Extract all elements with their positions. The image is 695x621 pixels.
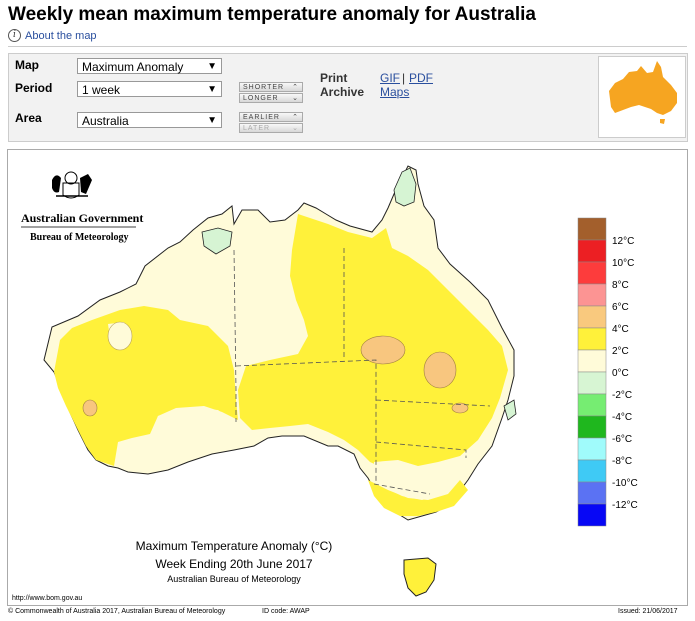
link-separator: | bbox=[402, 71, 406, 85]
shorter-button[interactable]: SHORTER ⌃ bbox=[239, 82, 303, 92]
area-label: Area bbox=[15, 111, 42, 125]
legend-label: 8°C bbox=[612, 280, 629, 291]
legend-label: -4°C bbox=[612, 412, 632, 423]
later-button[interactable]: LATER ⌄ bbox=[239, 123, 303, 133]
legend-label: 10°C bbox=[612, 258, 634, 269]
caption-line-1: Maximum Temperature Anomaly (°C) bbox=[136, 539, 333, 553]
legend-label: 6°C bbox=[612, 302, 629, 313]
longer-label: LONGER bbox=[243, 95, 279, 102]
cream-central-south bbox=[150, 408, 242, 454]
issued-date: Issued: 21/06/2017 bbox=[618, 608, 678, 615]
print-label: Print bbox=[320, 71, 348, 85]
about-map-link[interactable]: i About the map bbox=[8, 29, 97, 42]
cream-southeast bbox=[374, 460, 454, 500]
copyright-text: © Commonwealth of Australia 2017, Austra… bbox=[8, 608, 226, 615]
legend-swatch bbox=[577, 503, 607, 527]
orange-qld-east bbox=[423, 351, 457, 389]
legend-label: -12°C bbox=[612, 500, 638, 511]
australia-thumbnail[interactable] bbox=[598, 56, 686, 138]
dropdown-arrow-icon: ▼ bbox=[207, 84, 217, 95]
dropdown-arrow-icon: ▼ bbox=[207, 61, 217, 72]
earlier-button[interactable]: EARLIER ⌃ bbox=[239, 112, 303, 122]
dropdown-arrow-icon: ▼ bbox=[207, 115, 217, 126]
archive-label: Archive bbox=[320, 85, 365, 99]
chevron-down-icon: ⌄ bbox=[292, 95, 299, 102]
divider bbox=[8, 46, 687, 47]
legend-swatch bbox=[577, 437, 607, 461]
pdf-link[interactable]: PDF bbox=[409, 71, 433, 85]
gif-link[interactable]: GIF bbox=[380, 71, 400, 85]
orange-wa-spot bbox=[82, 399, 98, 417]
cream-west-island bbox=[107, 321, 133, 351]
legend-swatch bbox=[577, 371, 607, 395]
area-select-value: Australia bbox=[82, 114, 129, 128]
green-kimberley bbox=[201, 227, 233, 255]
australia-map bbox=[43, 165, 517, 597]
legend-swatch bbox=[577, 217, 607, 241]
legend-swatch bbox=[577, 327, 607, 351]
gov-line-2: Bureau of Meteorology bbox=[30, 232, 129, 243]
bom-url: http://www.bom.gov.au bbox=[12, 595, 82, 602]
legend-swatch bbox=[577, 415, 607, 439]
legend-swatch bbox=[577, 349, 607, 373]
gov-line-1: Australian Government bbox=[21, 211, 143, 225]
legend-label: -2°C bbox=[612, 390, 632, 401]
green-qld-coast bbox=[503, 399, 517, 421]
yellow-west-region bbox=[54, 306, 238, 466]
legend-label: 12°C bbox=[612, 236, 634, 247]
chevron-up-icon: ⌃ bbox=[292, 84, 299, 91]
longer-button[interactable]: LONGER ⌄ bbox=[239, 93, 303, 103]
legend-label: -8°C bbox=[612, 456, 632, 467]
legend-label: 0°C bbox=[612, 368, 629, 379]
caption-line-2: Week Ending 20th June 2017 bbox=[155, 557, 313, 571]
legend-label: 4°C bbox=[612, 324, 629, 335]
legend-swatch bbox=[577, 305, 607, 329]
thumbnail-tasmania bbox=[660, 119, 665, 124]
area-select[interactable]: Australia ▼ bbox=[77, 112, 222, 128]
legend: 12°C 10°C 8°C 6°C 4°C 2°C 0°C -2°C -4°C -6°C -8°C -… bbox=[577, 217, 638, 527]
earlier-label: EARLIER bbox=[243, 114, 280, 121]
map-label: Map bbox=[15, 58, 39, 72]
yellow-south-coast bbox=[368, 480, 468, 516]
legend-label: 2°C bbox=[612, 346, 629, 357]
orange-nsw-spot bbox=[451, 402, 469, 414]
legend-swatch bbox=[577, 459, 607, 483]
period-label: Period bbox=[15, 81, 53, 95]
orange-qld-west bbox=[360, 335, 406, 365]
legend-label: -10°C bbox=[612, 478, 638, 489]
green-cape-york bbox=[393, 167, 417, 207]
temperature-anomaly-map: Australian Government Bureau of Meteorol… bbox=[12, 165, 638, 602]
map-select[interactable]: Maximum Anomaly ▼ bbox=[77, 58, 222, 74]
page-title: Weekly mean maximum temperature anomaly … bbox=[8, 4, 536, 25]
period-select[interactable]: 1 week ▼ bbox=[77, 81, 222, 97]
legend-swatch bbox=[577, 481, 607, 505]
later-label: LATER bbox=[243, 125, 271, 132]
shorter-label: SHORTER bbox=[243, 84, 285, 91]
legend-swatch bbox=[577, 393, 607, 417]
control-panel: Map Maximum Anomaly ▼ Period 1 week ▼ Ar… bbox=[8, 53, 688, 142]
thumbnail-mainland bbox=[609, 61, 677, 115]
about-map-text[interactable]: About the map bbox=[25, 29, 97, 42]
map-panel: Australian Government Bureau of Meteorol… bbox=[7, 149, 688, 606]
period-select-value: 1 week bbox=[82, 83, 121, 97]
australia-thumbnail-icon bbox=[609, 61, 677, 124]
state-borders bbox=[233, 248, 491, 495]
legend-swatch bbox=[577, 261, 607, 285]
caption-line-3: Australian Bureau of Meteorology bbox=[167, 574, 301, 584]
tasmania bbox=[403, 557, 437, 597]
id-code: ID code: AWAP bbox=[262, 608, 310, 615]
info-icon: i bbox=[8, 29, 21, 42]
legend-label: -6°C bbox=[612, 434, 632, 445]
legend-swatch bbox=[577, 239, 607, 263]
legend-swatch bbox=[577, 283, 607, 307]
chevron-down-icon: ⌄ bbox=[292, 125, 299, 132]
chevron-up-icon: ⌃ bbox=[292, 114, 299, 121]
government-crest-logo bbox=[52, 171, 92, 199]
map-select-value: Maximum Anomaly bbox=[82, 60, 184, 74]
maps-archive-link[interactable]: Maps bbox=[380, 85, 410, 99]
